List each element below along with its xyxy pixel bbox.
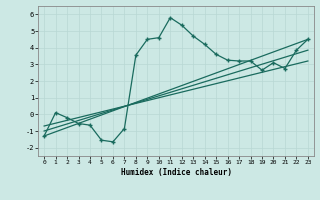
X-axis label: Humidex (Indice chaleur): Humidex (Indice chaleur) (121, 168, 231, 177)
